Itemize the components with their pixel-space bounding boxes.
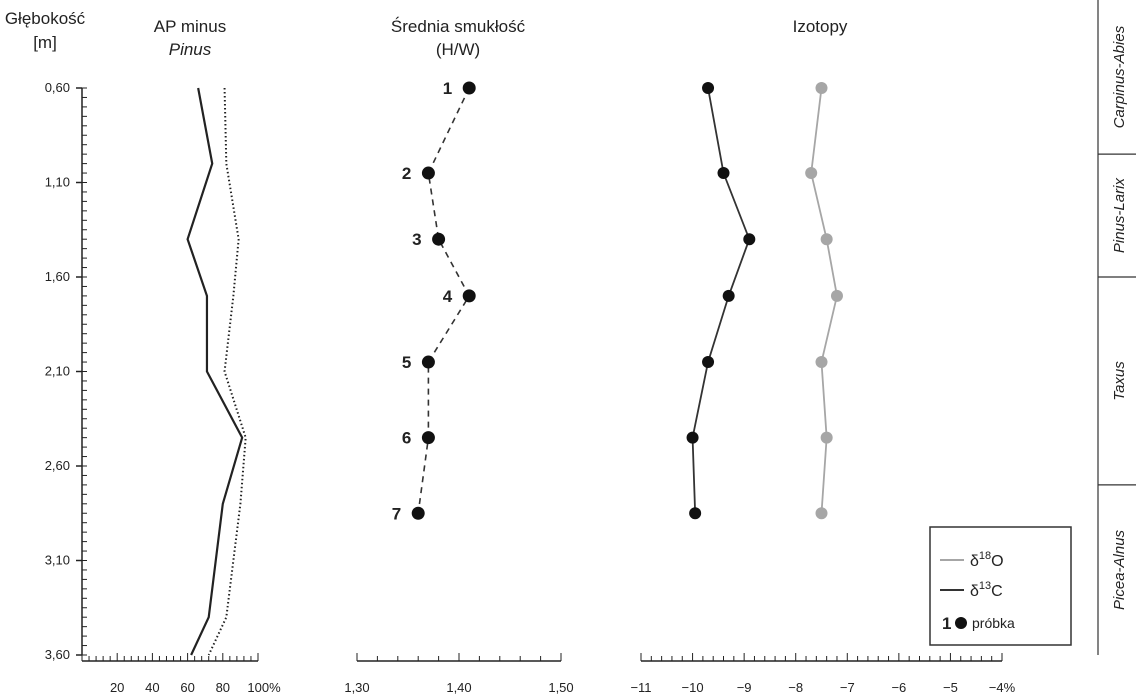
isotope-c13-point	[702, 82, 715, 94]
isotope-o18-line	[810, 87, 838, 514]
isotope-c13-point	[743, 233, 756, 246]
legend-sample-number: 1	[942, 614, 951, 633]
slenderness-tick-label: 1,40	[446, 680, 471, 695]
zone-label: Taxus	[1111, 361, 1128, 401]
legend-c13-label: δ13C	[970, 580, 1003, 600]
slenderness-panel: 1,30 1,40 1,50 1 2 3 4 5 6 7	[344, 79, 573, 695]
isotope-tick-label: −5	[943, 680, 958, 695]
isotope-tick-label: −11	[630, 680, 651, 695]
depth-tick-label: 3,60	[45, 647, 70, 662]
slenderness-point	[411, 506, 425, 520]
ap-panel: 20 40 60 80 100%	[81, 87, 281, 695]
depth-tick-label: 1,60	[45, 269, 70, 284]
ap-subtitle: Pinus	[169, 40, 212, 59]
zone-label: Carpinus-Abies	[1111, 25, 1128, 128]
ap-dotted-line	[207, 87, 247, 656]
legend-frame	[929, 526, 1072, 646]
isotope-c13-point	[702, 356, 715, 369]
slenderness-point	[432, 232, 446, 246]
slenderness-point	[421, 355, 435, 369]
slenderness-point	[421, 431, 435, 445]
legend-sample-label: próbka	[972, 615, 1015, 631]
isotope-panel: −11 −10 −9 −8 −7 −6 −5 −4%	[630, 82, 1016, 695]
isotope-o18-point	[815, 356, 828, 369]
depth-tick-label: 2,10	[45, 364, 70, 379]
isotope-tick-label: −10	[682, 680, 704, 695]
depth-tick-label: 0,60	[45, 80, 70, 95]
isotope-c13-line	[691, 87, 751, 514]
isotope-tick-label: −7	[840, 680, 855, 695]
slenderness-point	[421, 166, 435, 180]
isotope-o18-point	[820, 233, 833, 246]
ap-tick-label: 80	[216, 680, 230, 695]
slenderness-point-label: 3	[412, 230, 421, 249]
isotope-c13-point	[722, 289, 735, 302]
pollen-zones: Carpinus-Abies Pinus-Larix Taxus Picea-Alnu…	[1097, 0, 1136, 655]
slenderness-subtitle: (H/W)	[436, 40, 480, 59]
slenderness-tick-label: 1,50	[548, 680, 573, 695]
isotope-c13-point	[717, 167, 730, 180]
slenderness-title: Średnia smukłość	[391, 17, 526, 36]
depth-title: Głębokość	[5, 9, 86, 28]
isotope-tick-label: −9	[737, 680, 752, 695]
slenderness-point-label: 2	[402, 164, 411, 183]
isotope-tick-label: −8	[788, 680, 803, 695]
slenderness-point-label: 7	[392, 504, 401, 523]
ap-tick-label: 20	[110, 680, 124, 695]
depth-tick-label: 3,10	[45, 553, 70, 568]
isotope-c13-point	[689, 507, 702, 520]
zone-label: Pinus-Larix	[1111, 178, 1128, 254]
depth-tick-label: 1,10	[45, 175, 70, 190]
legend-sample-marker	[955, 617, 967, 629]
isotope-o18-point	[820, 431, 833, 444]
isotope-o18-point	[815, 82, 828, 94]
ap-tick-label: 60	[180, 680, 194, 695]
isotope-o18-point	[805, 167, 818, 180]
isotope-o18-point	[830, 289, 843, 302]
isotope-tick-label: −4%	[989, 680, 1016, 695]
slenderness-point-label: 5	[402, 353, 411, 372]
ap-tick-label: 40	[145, 680, 159, 695]
ap-tick-label: 100%	[247, 680, 281, 695]
slenderness-point-label: 4	[443, 287, 453, 306]
ap-title: AP minus	[154, 17, 226, 36]
isotope-c13-point	[686, 431, 699, 444]
slenderness-tick-label: 1,30	[344, 680, 369, 695]
depth-tick-label: 2,60	[45, 458, 70, 473]
slenderness-point	[462, 289, 476, 303]
slenderness-point	[462, 81, 476, 95]
slenderness-point-label: 6	[402, 429, 411, 448]
isotopes-title: Izotopy	[793, 17, 848, 36]
ap-solid-line	[186, 87, 244, 656]
isotope-o18-point	[815, 507, 828, 520]
depth-unit: [m]	[33, 33, 57, 52]
isotope-tick-label: −6	[891, 680, 906, 695]
zone-label: Picea-Alnus	[1111, 529, 1128, 610]
slenderness-point-label: 1	[443, 79, 452, 98]
legend: δ18O δ13C 1 próbka	[929, 526, 1072, 646]
legend-o18-label: δ18O	[970, 550, 1004, 570]
depth-axis: 0,60 1,10 1,60 2,10 2,60 3,10 3,60	[45, 80, 87, 662]
